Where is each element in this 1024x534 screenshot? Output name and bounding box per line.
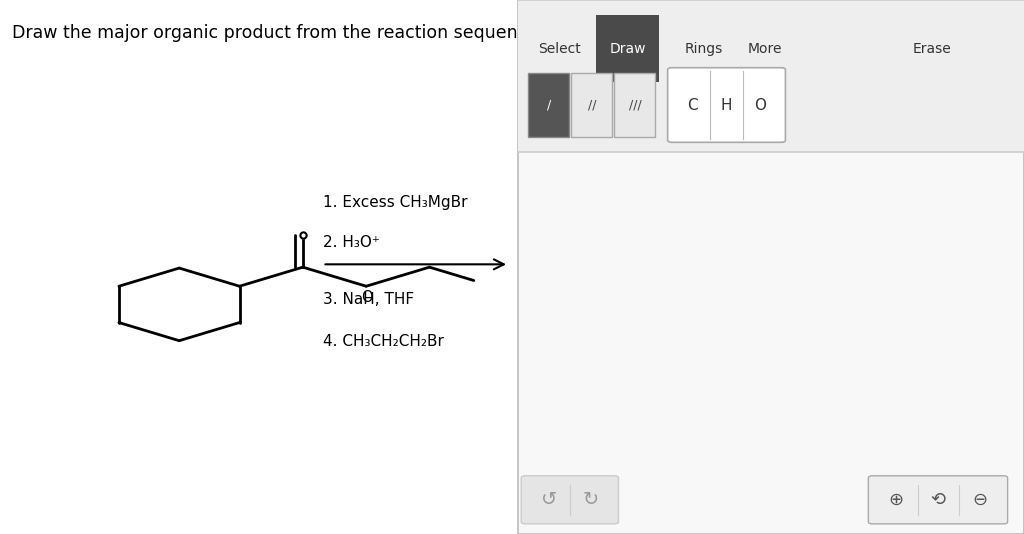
FancyBboxPatch shape <box>668 68 785 142</box>
Text: Erase: Erase <box>912 42 951 56</box>
Bar <box>571 73 612 137</box>
Text: C: C <box>687 98 698 113</box>
Text: More: More <box>748 42 782 56</box>
Text: Draw: Draw <box>609 42 646 56</box>
FancyBboxPatch shape <box>868 476 1008 524</box>
Text: ↻: ↻ <box>583 490 599 509</box>
Text: //: // <box>588 98 596 112</box>
Text: Draw the major organic product from the reaction sequence.: Draw the major organic product from the … <box>12 24 544 42</box>
Bar <box>528 73 569 137</box>
Text: O: O <box>361 290 373 305</box>
Text: ⟲: ⟲ <box>931 491 945 509</box>
Text: ⊖: ⊖ <box>973 491 987 509</box>
Text: /: / <box>547 98 551 112</box>
Text: 4. CH₃CH₂CH₂Br: 4. CH₃CH₂CH₂Br <box>323 334 443 349</box>
Text: ⊕: ⊕ <box>889 491 903 509</box>
Text: H: H <box>721 98 732 113</box>
FancyBboxPatch shape <box>521 476 618 524</box>
Text: Rings: Rings <box>685 42 723 56</box>
Text: ↺: ↺ <box>541 490 557 509</box>
Text: O: O <box>755 98 766 113</box>
Text: 1. Excess CH₃MgBr: 1. Excess CH₃MgBr <box>323 195 467 210</box>
Text: ///: /// <box>629 98 641 112</box>
Text: Select: Select <box>539 42 582 56</box>
Bar <box>518 0 1024 534</box>
Bar <box>596 15 659 82</box>
Bar <box>614 73 655 137</box>
Bar <box>518 0 1024 152</box>
Text: 3. NaH, THF: 3. NaH, THF <box>323 292 414 307</box>
Text: 2. H₃O⁺: 2. H₃O⁺ <box>323 235 380 250</box>
